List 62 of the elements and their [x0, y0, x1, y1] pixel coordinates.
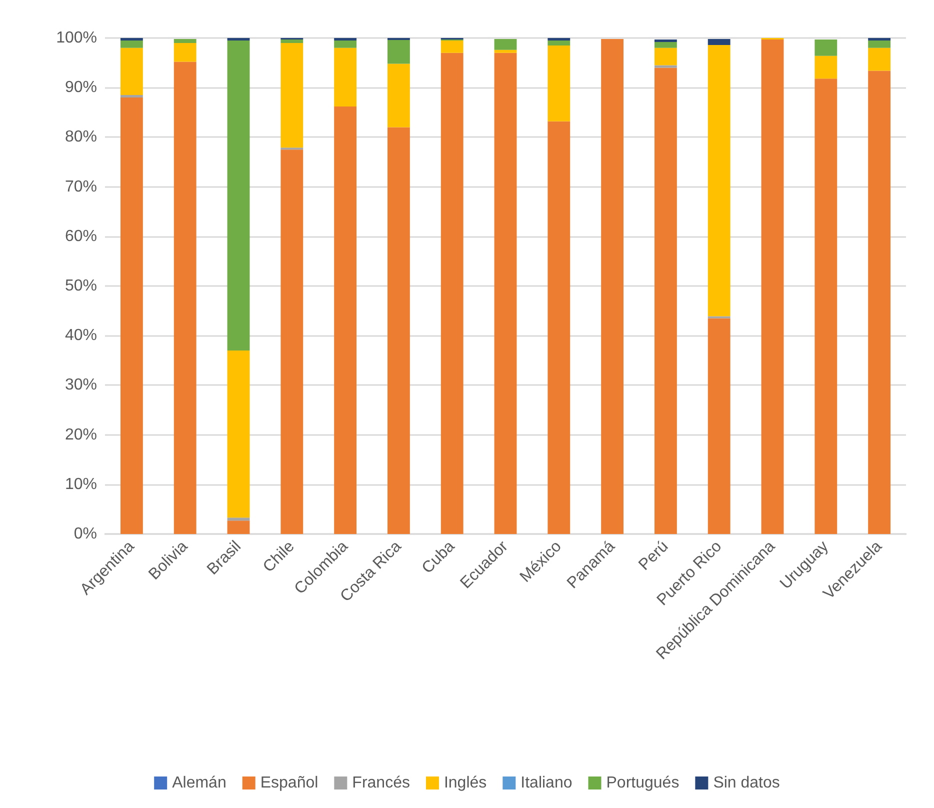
bar [440, 40, 464, 53]
y-tick-label: 70% [64, 178, 97, 196]
bar [174, 42, 196, 62]
bar [227, 520, 250, 534]
bar [868, 40, 891, 48]
bar [708, 318, 730, 534]
bar [494, 52, 517, 534]
y-tick-label: 90% [64, 79, 97, 96]
y-tick-label: 30% [64, 376, 97, 394]
legend-label: Español [260, 774, 318, 792]
bar [227, 518, 250, 521]
bar [548, 45, 570, 122]
bar [440, 52, 464, 534]
bar [654, 65, 677, 68]
bar [548, 40, 570, 46]
legend-label: Sin datos [713, 774, 780, 792]
bar [868, 70, 891, 534]
bar [334, 40, 357, 48]
y-tick-label: 10% [64, 476, 97, 493]
bar [654, 39, 677, 42]
y-tick-label: 60% [64, 228, 97, 245]
bar [334, 106, 357, 534]
bar [120, 48, 143, 96]
y-tick-label: 0% [74, 526, 97, 542]
bar [387, 127, 410, 534]
bar [227, 350, 250, 518]
bar [387, 64, 410, 128]
y-tick-label: 100% [56, 30, 97, 46]
bar [548, 121, 570, 534]
bar [494, 38, 517, 50]
y-tick-label: 40% [64, 327, 97, 344]
bar [654, 42, 677, 48]
bar [280, 39, 304, 43]
bar [387, 40, 410, 64]
bar [761, 39, 784, 534]
legend-label: Francés [352, 774, 410, 792]
y-tick-label: 50% [64, 278, 97, 294]
bar [120, 95, 143, 98]
legend-label: Portugués [606, 774, 680, 792]
legend-label: Italiano [520, 774, 572, 792]
bar [280, 150, 304, 534]
legend-label: Inglés [444, 774, 487, 792]
legend-label: Alemán [172, 774, 226, 792]
bar [814, 78, 838, 534]
bar [708, 44, 730, 316]
bar [814, 56, 838, 79]
bar [814, 39, 838, 56]
bar [654, 68, 677, 534]
bar [494, 50, 517, 53]
bar [120, 40, 143, 48]
y-tick-label: 80% [64, 128, 97, 146]
bar [601, 38, 624, 534]
bar [174, 62, 196, 534]
y-tick-label: 20% [64, 426, 97, 444]
bar [227, 40, 250, 350]
bar [654, 48, 677, 66]
bar [868, 48, 891, 71]
bar [334, 48, 357, 106]
bar [708, 38, 730, 45]
bar [120, 98, 143, 534]
bar [174, 38, 196, 43]
bar [280, 42, 304, 148]
